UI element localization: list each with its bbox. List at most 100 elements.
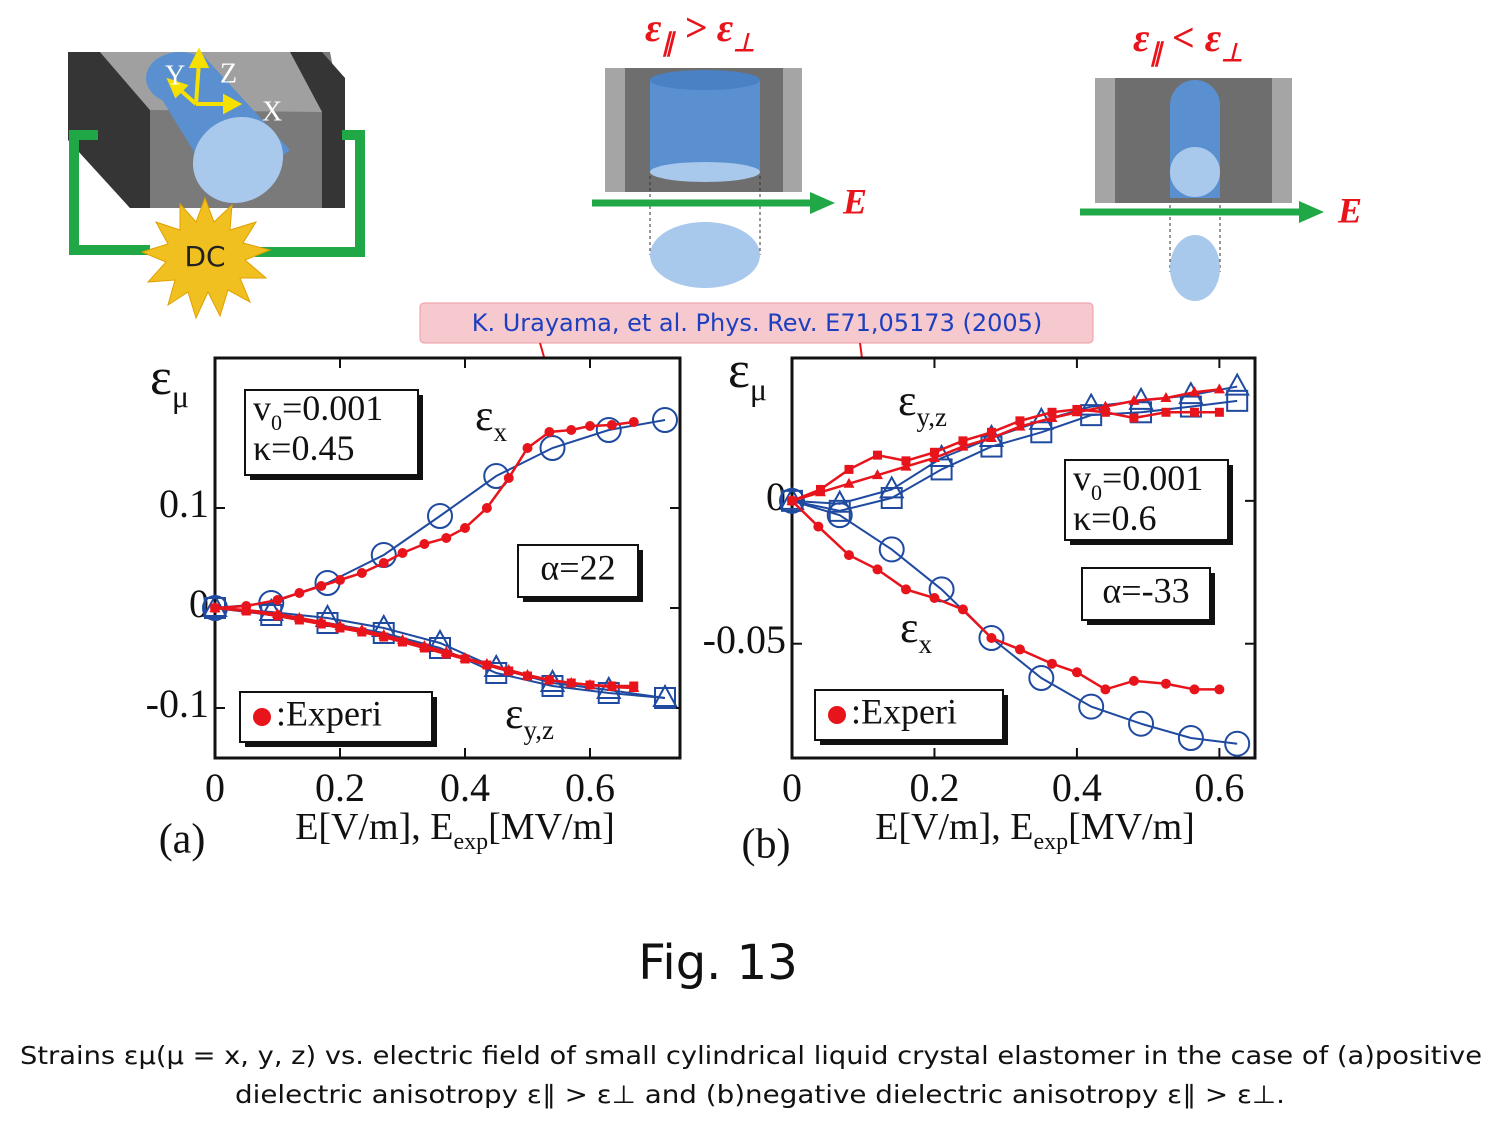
x-axis-label-part: exp [1033, 829, 1068, 855]
marker [397, 634, 408, 644]
marker [1071, 667, 1082, 678]
marker [879, 475, 905, 499]
marker [1046, 658, 1057, 669]
figure-label: Fig. 13 [638, 935, 798, 991]
marker [827, 489, 853, 513]
y-axis-label-part: μ [172, 378, 189, 414]
marker [872, 450, 882, 460]
marker [1130, 401, 1153, 424]
curve-label-part: x [918, 629, 932, 659]
curve-label: εy,z [505, 689, 554, 745]
axis-name: Z [220, 58, 237, 89]
annotation-box [1064, 459, 1229, 541]
marker [652, 407, 678, 433]
parameter-part: v [1073, 458, 1091, 498]
marker [1129, 413, 1139, 423]
marker [813, 521, 824, 532]
legend-label: :Experi [851, 691, 957, 731]
x-tick-label: 0.2 [315, 765, 365, 810]
series-line [791, 499, 1220, 691]
state-diagram: E [1080, 78, 1362, 301]
panel-label: (a) [159, 817, 206, 863]
parameter-part: v [253, 388, 271, 428]
marker [1189, 684, 1200, 695]
x-axis-label-part: exp [453, 829, 488, 855]
marker [986, 633, 997, 643]
legend-label: :Experi [276, 693, 382, 733]
legend-marker [828, 706, 846, 724]
x-tick-label: 0.4 [1052, 765, 1102, 810]
series-line [791, 408, 1220, 503]
marker [786, 494, 798, 505]
x-axis-label-part: [MV/m] [488, 806, 615, 848]
x-tick-label: 0.2 [909, 765, 959, 810]
series-line [791, 499, 1238, 745]
marker [928, 452, 940, 462]
marker [844, 464, 854, 474]
marker [1046, 412, 1058, 422]
caption: Strains εμ(μ = x, y, z) vs. electric fie… [20, 1041, 1482, 1070]
device-diagram: Y Z X DC [68, 47, 365, 320]
marker [566, 425, 577, 435]
parameter-part: 0 [1091, 480, 1102, 505]
y-axis-label: εμ [150, 349, 189, 414]
marker [1078, 392, 1104, 416]
curve-label: εx [900, 603, 932, 659]
marker [900, 460, 912, 471]
marker [1189, 407, 1199, 417]
marker [240, 604, 252, 614]
marker [418, 640, 430, 650]
marker [427, 503, 453, 529]
field-label: E [1337, 190, 1362, 230]
parameter-part: κ=0.45 [253, 428, 354, 468]
y-axis-label-part: μ [750, 371, 767, 407]
marker [334, 620, 346, 630]
alpha-label: α=-33 [1102, 570, 1189, 610]
state-title: ε∥ > ε⊥ [645, 5, 755, 57]
marker [978, 625, 1005, 651]
x-axis-label-part: E[V/m], E [295, 806, 453, 848]
axis-name: X [262, 96, 282, 127]
marker [293, 612, 305, 622]
annotation-box [244, 389, 419, 476]
panel-label: (b) [742, 822, 791, 868]
marker [1224, 730, 1251, 757]
marker [565, 677, 577, 687]
marker [397, 548, 408, 558]
marker [628, 682, 640, 692]
annotation-box [239, 691, 433, 743]
field-label: E [842, 181, 867, 221]
y-axis-label-part: ε [150, 349, 172, 406]
x-tick-label: 0 [205, 765, 225, 810]
marker [1214, 407, 1224, 417]
y-axis-label-part: ε [728, 342, 750, 399]
state-title-part: ⊥ [733, 30, 755, 57]
marker [1128, 710, 1155, 737]
alpha-label: α=22 [540, 547, 615, 587]
parameter-part: =0.001 [282, 388, 383, 428]
state-title-part: ∥ [661, 30, 676, 57]
marker [503, 473, 514, 483]
marker [1014, 644, 1025, 655]
marker [209, 602, 221, 612]
marker [1213, 383, 1225, 394]
curve-label-part: ε [900, 603, 918, 652]
annotation-box [517, 544, 639, 598]
legend-marker [253, 708, 271, 726]
state-title: ε∥ < ε⊥ [1133, 15, 1243, 67]
marker [1028, 665, 1055, 691]
x-axis-label: E[V/m], Eexp[MV/m] [875, 806, 1195, 855]
parameter-part: 0 [271, 410, 282, 435]
marker [378, 629, 390, 639]
curve-label: εy,z [898, 376, 947, 432]
marker [460, 523, 470, 533]
marker [878, 536, 905, 563]
marker [543, 674, 555, 684]
marker [985, 432, 997, 442]
parameter: v0=0.001 [253, 388, 383, 434]
x-tick-label: 0 [782, 765, 802, 810]
marker [1100, 684, 1111, 695]
state-title-part: > ε [674, 5, 734, 50]
marker [539, 435, 566, 461]
reference: K. Urayama, et al. Phys. Rev. E71,05173 … [472, 309, 1043, 337]
